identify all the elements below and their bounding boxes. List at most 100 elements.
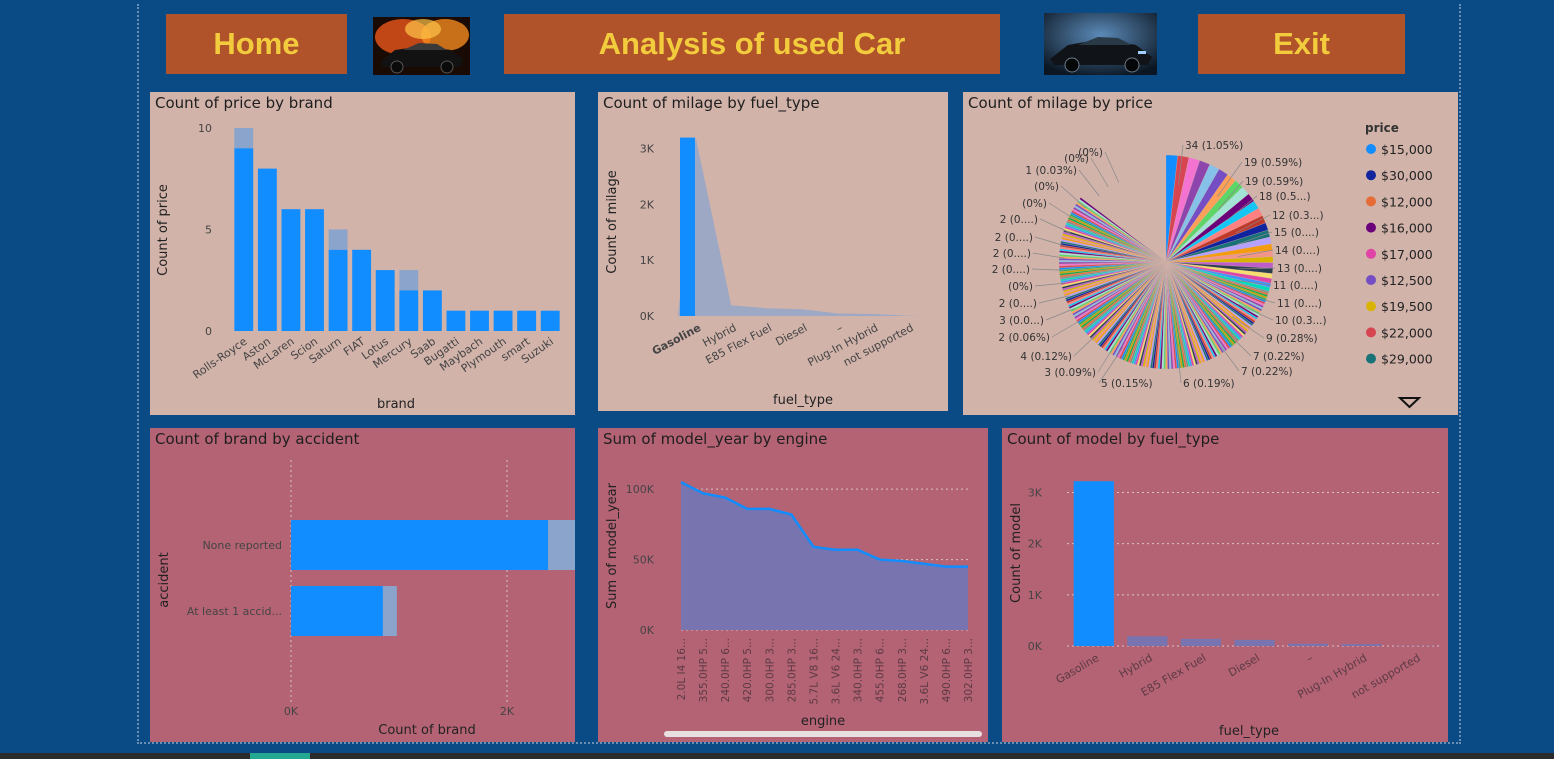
x-tick-label: Gasoline xyxy=(650,321,703,358)
y-tick-label: 0K xyxy=(640,310,655,323)
bar-faded xyxy=(328,229,348,250)
legend-swatch xyxy=(1366,327,1376,338)
pie-data-label: 2 (0....) xyxy=(995,232,1033,244)
leader-line xyxy=(1178,144,1184,186)
active-page-tab[interactable] xyxy=(250,753,310,759)
leader-line xyxy=(1034,282,1067,287)
pie-data-label: (0%) xyxy=(1022,198,1047,210)
chart-price-by-brand: Count of price by brand 10 5 0 Rolls-Royce A… xyxy=(150,92,575,415)
pie-data-label: 3 (0.09%) xyxy=(1044,367,1096,379)
chart-title: Count of price by brand xyxy=(155,94,333,112)
x-tick-label: Hybrid xyxy=(1117,651,1155,680)
y-tick-label: 5 xyxy=(205,224,212,237)
x-tick-label: 240.0HP 6... xyxy=(720,638,732,702)
pie-data-label: 2 (0....) xyxy=(999,298,1037,310)
pie-data-label: 18 (0.5...) xyxy=(1259,191,1311,203)
legend-swatch xyxy=(1366,275,1376,285)
leader-line xyxy=(1039,218,1071,234)
car-dark-image xyxy=(1044,13,1157,75)
leader-line xyxy=(1231,316,1265,339)
x-axis-label: Count of brand xyxy=(378,723,475,738)
bar xyxy=(375,270,395,331)
chart-title: Count of milage by fuel_type xyxy=(603,94,820,112)
y-tick-label: 0K xyxy=(640,624,655,637)
chart-milage-by-price: Count of milage by price 34 (1.05%) 19 (0… xyxy=(963,92,1458,415)
pie-data-label: (0%) xyxy=(1078,147,1103,159)
pie-data-label: 15 (0....) xyxy=(1274,227,1319,239)
leader-line xyxy=(1104,151,1120,183)
x-tick-label: 3.6L V6 24... xyxy=(831,638,843,704)
legend-entry: $19,500 xyxy=(1381,299,1433,314)
exit-button[interactable]: Exit xyxy=(1198,14,1405,74)
pie-data-label: 9 (0.28%) xyxy=(1266,333,1318,345)
leader-line xyxy=(1217,180,1244,210)
bar xyxy=(399,290,419,331)
horizontal-scrollbar[interactable] xyxy=(664,731,982,737)
pie-slice xyxy=(1079,197,1167,263)
x-axis-label: brand xyxy=(377,397,415,412)
bar xyxy=(517,310,537,331)
y-tick-label: 3K xyxy=(1028,486,1043,499)
bar xyxy=(446,310,466,331)
home-button[interactable]: Home xyxy=(166,14,347,74)
x-tick-label: Gasoline xyxy=(1054,651,1102,686)
page-title: Analysis of used Car xyxy=(504,14,1000,74)
y-tick-label: 2K xyxy=(640,198,655,211)
chart-milage-by-fuel: Count of milage by fuel_type 3K 2K 1K 0K Gas… xyxy=(598,92,948,411)
pie-data-label: 13 (0....) xyxy=(1277,263,1322,275)
pie-data-label: 6 (0.19%) xyxy=(1183,378,1235,390)
legend-swatch xyxy=(1366,248,1376,259)
bar xyxy=(680,137,695,316)
pie-data-label: (0%) xyxy=(1008,281,1033,293)
leader-line xyxy=(1237,231,1273,245)
x-tick-label: 302.0HP 3... xyxy=(963,638,975,702)
x-tick-label: 300.0HP 3... xyxy=(764,638,776,702)
x-tick-label: Rolls-Royce xyxy=(191,335,250,382)
legend-entry: $22,000 xyxy=(1381,325,1433,340)
legend-entry: $29,000 xyxy=(1381,352,1433,367)
legend-entry: $30,000 xyxy=(1381,168,1433,183)
chart-brand-by-accident: Count of brand by accident 0K 2K None repo… xyxy=(150,428,575,742)
pie-data-label: 11 (0....) xyxy=(1277,298,1322,310)
taskbar xyxy=(0,753,1554,759)
pie-data-label: 19 (0.59%) xyxy=(1244,157,1302,169)
leader-line xyxy=(1237,249,1274,257)
leader-line xyxy=(1239,292,1276,304)
legend-entry: $17,000 xyxy=(1381,247,1433,262)
bar xyxy=(1234,639,1275,646)
leader-line xyxy=(1034,236,1067,247)
leader-line xyxy=(1215,338,1240,372)
x-tick-label: 455.0HP 6... xyxy=(875,638,887,702)
x-axis-label: fuel_type xyxy=(773,393,833,408)
bar xyxy=(422,290,442,331)
leader-line xyxy=(1048,202,1077,222)
density-area xyxy=(678,137,926,316)
y-tick-label: 50K xyxy=(633,554,655,567)
bar xyxy=(540,310,560,331)
x-tick-label: – xyxy=(1304,651,1315,665)
legend-title: price xyxy=(1365,121,1399,135)
leader-line xyxy=(1078,169,1100,197)
bar xyxy=(281,209,301,331)
x-tick-label: 2.0L I4 16... xyxy=(676,638,688,700)
leader-line xyxy=(1217,161,1243,197)
x-tick-label: 490.0HP 6... xyxy=(941,638,953,702)
y-tick-label: 2K xyxy=(1028,538,1043,551)
leader-line xyxy=(1223,328,1252,357)
pie-data-label: 2 (0....) xyxy=(992,264,1030,276)
leader-line xyxy=(1060,185,1086,209)
car-fire-image xyxy=(373,17,470,75)
y-tick-label: 0K xyxy=(1028,640,1043,653)
pie-data-label: (0%) xyxy=(1064,153,1089,165)
y-axis-label: Count of milage xyxy=(605,170,620,274)
pie-data-label: 14 (0....) xyxy=(1275,245,1320,257)
bar xyxy=(352,249,372,331)
dashboard-frame xyxy=(137,4,1461,744)
chevron-down-icon xyxy=(1397,397,1422,409)
leader-line xyxy=(1237,303,1274,321)
leader-line xyxy=(1038,295,1070,304)
leader-line xyxy=(1090,157,1109,188)
legend-swatch xyxy=(1366,144,1376,154)
leader-line xyxy=(1051,320,1080,338)
pie-data-label: (0%) xyxy=(1034,181,1059,193)
